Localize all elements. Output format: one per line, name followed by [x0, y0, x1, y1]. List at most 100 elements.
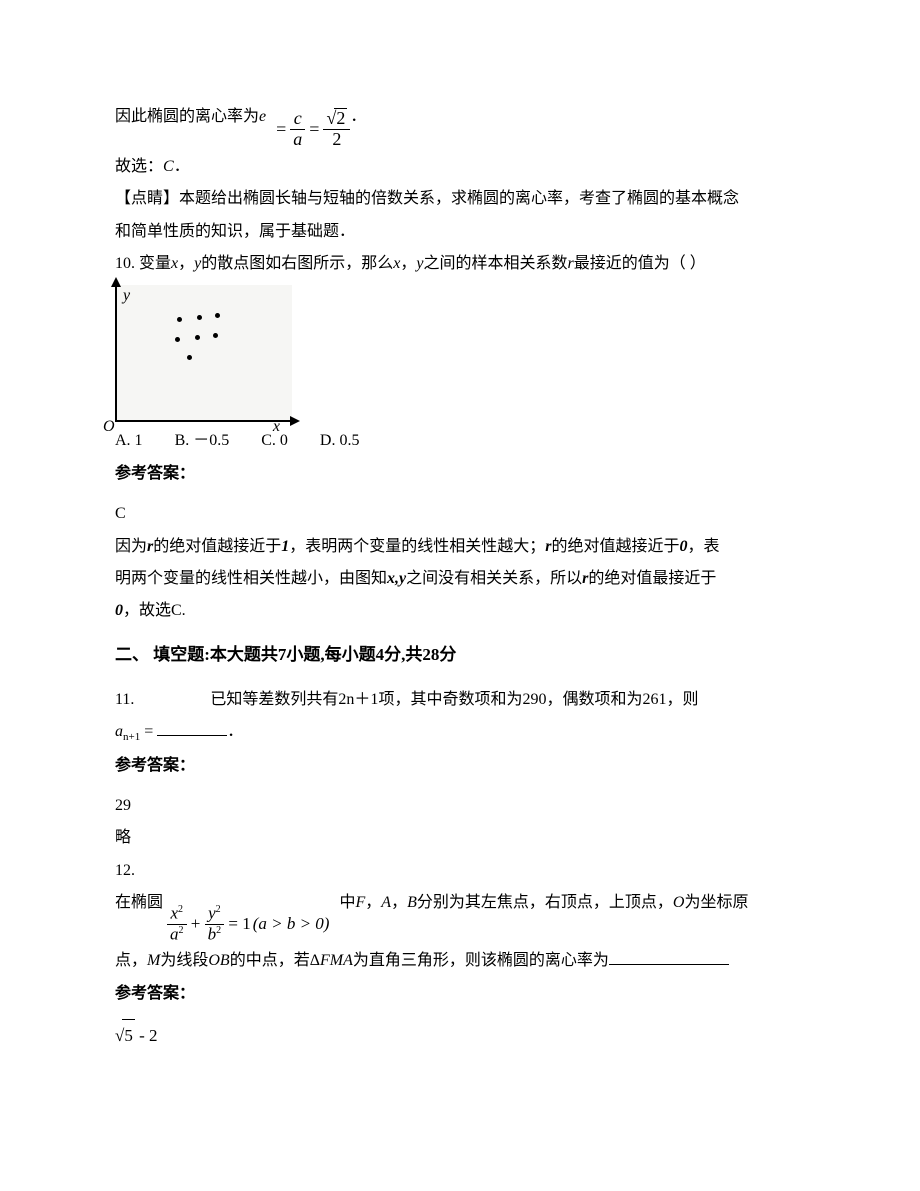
FMA: FMA	[320, 952, 353, 969]
q11-var-line: an+1 = ．	[115, 717, 810, 748]
q11-num: 11.	[115, 691, 138, 708]
O: O	[673, 894, 685, 911]
q10-stem: 10. 变量x，y的散点图如右图所示，那么x，y之间的样本相关系数r最接近的值为…	[115, 249, 810, 279]
x2-num: x2	[167, 904, 187, 924]
a-sub: n+1	[123, 732, 140, 744]
e1e: ，表	[688, 538, 720, 555]
q11-ref-label: 参考答案：	[115, 751, 810, 781]
e1a: 因为	[115, 538, 147, 555]
e1b: 的绝对值越接近于	[153, 538, 281, 555]
scatter-dot	[177, 317, 182, 322]
c2: ，	[400, 255, 416, 272]
choice-c: C	[163, 158, 174, 175]
conclude-end: ．	[174, 158, 190, 175]
l2d: 为直角三角形，则该椭圆的离心率为	[353, 952, 609, 969]
choice-d: D. 0.5	[320, 432, 360, 449]
e2b: 之间没有相关关系，所以	[406, 570, 582, 587]
q9-tip-line1: 【点睛】本题给出椭圆长轴与短轴的倍数关系，求椭圆的离心率，考查了椭圆的基本概念	[115, 184, 810, 214]
t3: 之间的样本相关系数	[424, 255, 568, 272]
q12-ref-label: 参考答案：	[115, 979, 810, 1009]
M: M	[147, 952, 160, 969]
q11-period: ．	[227, 723, 243, 740]
eq-sign: =	[140, 723, 157, 740]
a-var: a	[115, 723, 123, 740]
conclude-pre: 故选：	[115, 158, 163, 175]
q11-pre: 已知等差数列共有	[210, 691, 338, 708]
t2: 的散点图如右图所示，那么	[201, 255, 393, 272]
y2-num: y2	[205, 904, 225, 924]
q12-pre: 在椭圆	[115, 894, 163, 911]
eq-one: 1	[242, 908, 251, 940]
fill-blank	[157, 719, 227, 736]
scatter-dot	[175, 337, 180, 342]
scatter-dot	[215, 313, 220, 318]
scatter-dot	[195, 335, 200, 340]
c1: ，	[178, 255, 194, 272]
m2: 分别为其左焦点，右顶点，上顶点，	[417, 894, 673, 911]
q12-stem-line1: 在椭圆 x2a2 + y2b2 = 1(a > b > 0) 中F，A，B分别为…	[115, 888, 810, 944]
tip-text1: 本题给出椭圆长轴与短轴的倍数关系，求椭圆的离心率，考查了椭圆的基本概念	[179, 190, 739, 207]
a2-den: a2	[167, 925, 187, 944]
xy: x,y	[387, 570, 406, 587]
sqrt5: 5	[115, 1019, 135, 1052]
b2-den: b2	[205, 925, 225, 944]
t1: 变量	[139, 255, 171, 272]
q12-answer: 5 - 2	[115, 1019, 810, 1052]
minus2: - 2	[135, 1026, 158, 1045]
q11-omit: 略	[115, 823, 810, 853]
e-var: e	[259, 108, 266, 125]
frac-sqrt2: 2	[323, 108, 350, 130]
A: A	[381, 894, 391, 911]
zero2: 0	[115, 602, 123, 619]
q11-stem: 11. 已知等差数列共有2n＋1项，其中奇数项和为290，偶数项和为261，则	[115, 685, 810, 715]
q9-equation: = ca = 22	[276, 108, 350, 150]
q11-term: 2n＋1	[338, 691, 378, 708]
scatter-dot	[187, 355, 192, 360]
x-arrow-icon	[290, 416, 300, 426]
frac-2: 2	[323, 130, 350, 150]
q10-ref-label: 参考答案：	[115, 459, 810, 489]
B: B	[407, 894, 417, 911]
l2c: 的中点，若Δ	[230, 952, 320, 969]
y2: y	[416, 255, 423, 272]
choice-a: A. 1	[115, 432, 143, 449]
q9-pre: 因此椭圆的离心率为	[115, 108, 259, 125]
q10-exp-line3: 0，故选C.	[115, 596, 810, 626]
fill-blank-long	[609, 948, 729, 965]
scatter-plot: y O x	[115, 285, 292, 422]
x-axis-label: x	[273, 412, 280, 442]
q10-exp-line1: 因为r的绝对值越接近于1，表明两个变量的线性相关性越大；r的绝对值越接近于0，表	[115, 532, 810, 562]
e1c: ，表明两个变量的线性相关性越大；	[289, 538, 545, 555]
y-arrow-icon	[111, 277, 121, 287]
eq-cond: (a > b > 0)	[253, 908, 330, 940]
q11-mid: 项，其中奇数项和为290，偶数项和为261，则	[378, 691, 698, 708]
q11-answer: 29	[115, 791, 810, 821]
scatter-dot	[213, 333, 218, 338]
l2b: 为线段	[160, 952, 208, 969]
period: ．	[350, 108, 366, 125]
q9-eccentricity-line: 因此椭圆的离心率为e = ca = 22 ．	[115, 102, 810, 150]
q9-tip-line2: 和简单性质的知识，属于基础题．	[115, 217, 810, 247]
q10-answer: C	[115, 499, 810, 529]
origin-label: O	[103, 412, 115, 442]
q10-exp-line2: 明两个变量的线性相关性越小，由图知x,y之间没有相关关系，所以r的绝对值最接近于	[115, 564, 810, 594]
zero: 0	[680, 538, 688, 555]
t4: 最接近的值为（ ）	[574, 255, 706, 272]
scatter-dot	[197, 315, 202, 320]
OB: OB	[208, 952, 229, 969]
e3: ，故选C.	[123, 602, 186, 619]
q10-num: 10.	[115, 255, 139, 272]
frac-c: c	[290, 109, 305, 130]
e2c: 的绝对值最接近于	[588, 570, 716, 587]
ellipse-equation: x2a2 + y2b2 = 1(a > b > 0)	[167, 904, 329, 944]
y-axis-label: y	[123, 281, 130, 311]
tip-text2: 和简单性质的知识，属于基础题．	[115, 223, 355, 240]
m1: 中	[339, 894, 355, 911]
q12-stem-line2: 点，M为线段OB的中点，若ΔFMA为直角三角形，则该椭圆的离心率为	[115, 946, 810, 976]
m3: 为坐标原	[684, 894, 748, 911]
choice-b: B. －0.5	[175, 432, 230, 449]
l2a: 点，	[115, 952, 147, 969]
q9-conclusion: 故选：C．	[115, 152, 810, 182]
F: F	[355, 894, 365, 911]
tip-label: 【点睛】	[115, 190, 179, 207]
